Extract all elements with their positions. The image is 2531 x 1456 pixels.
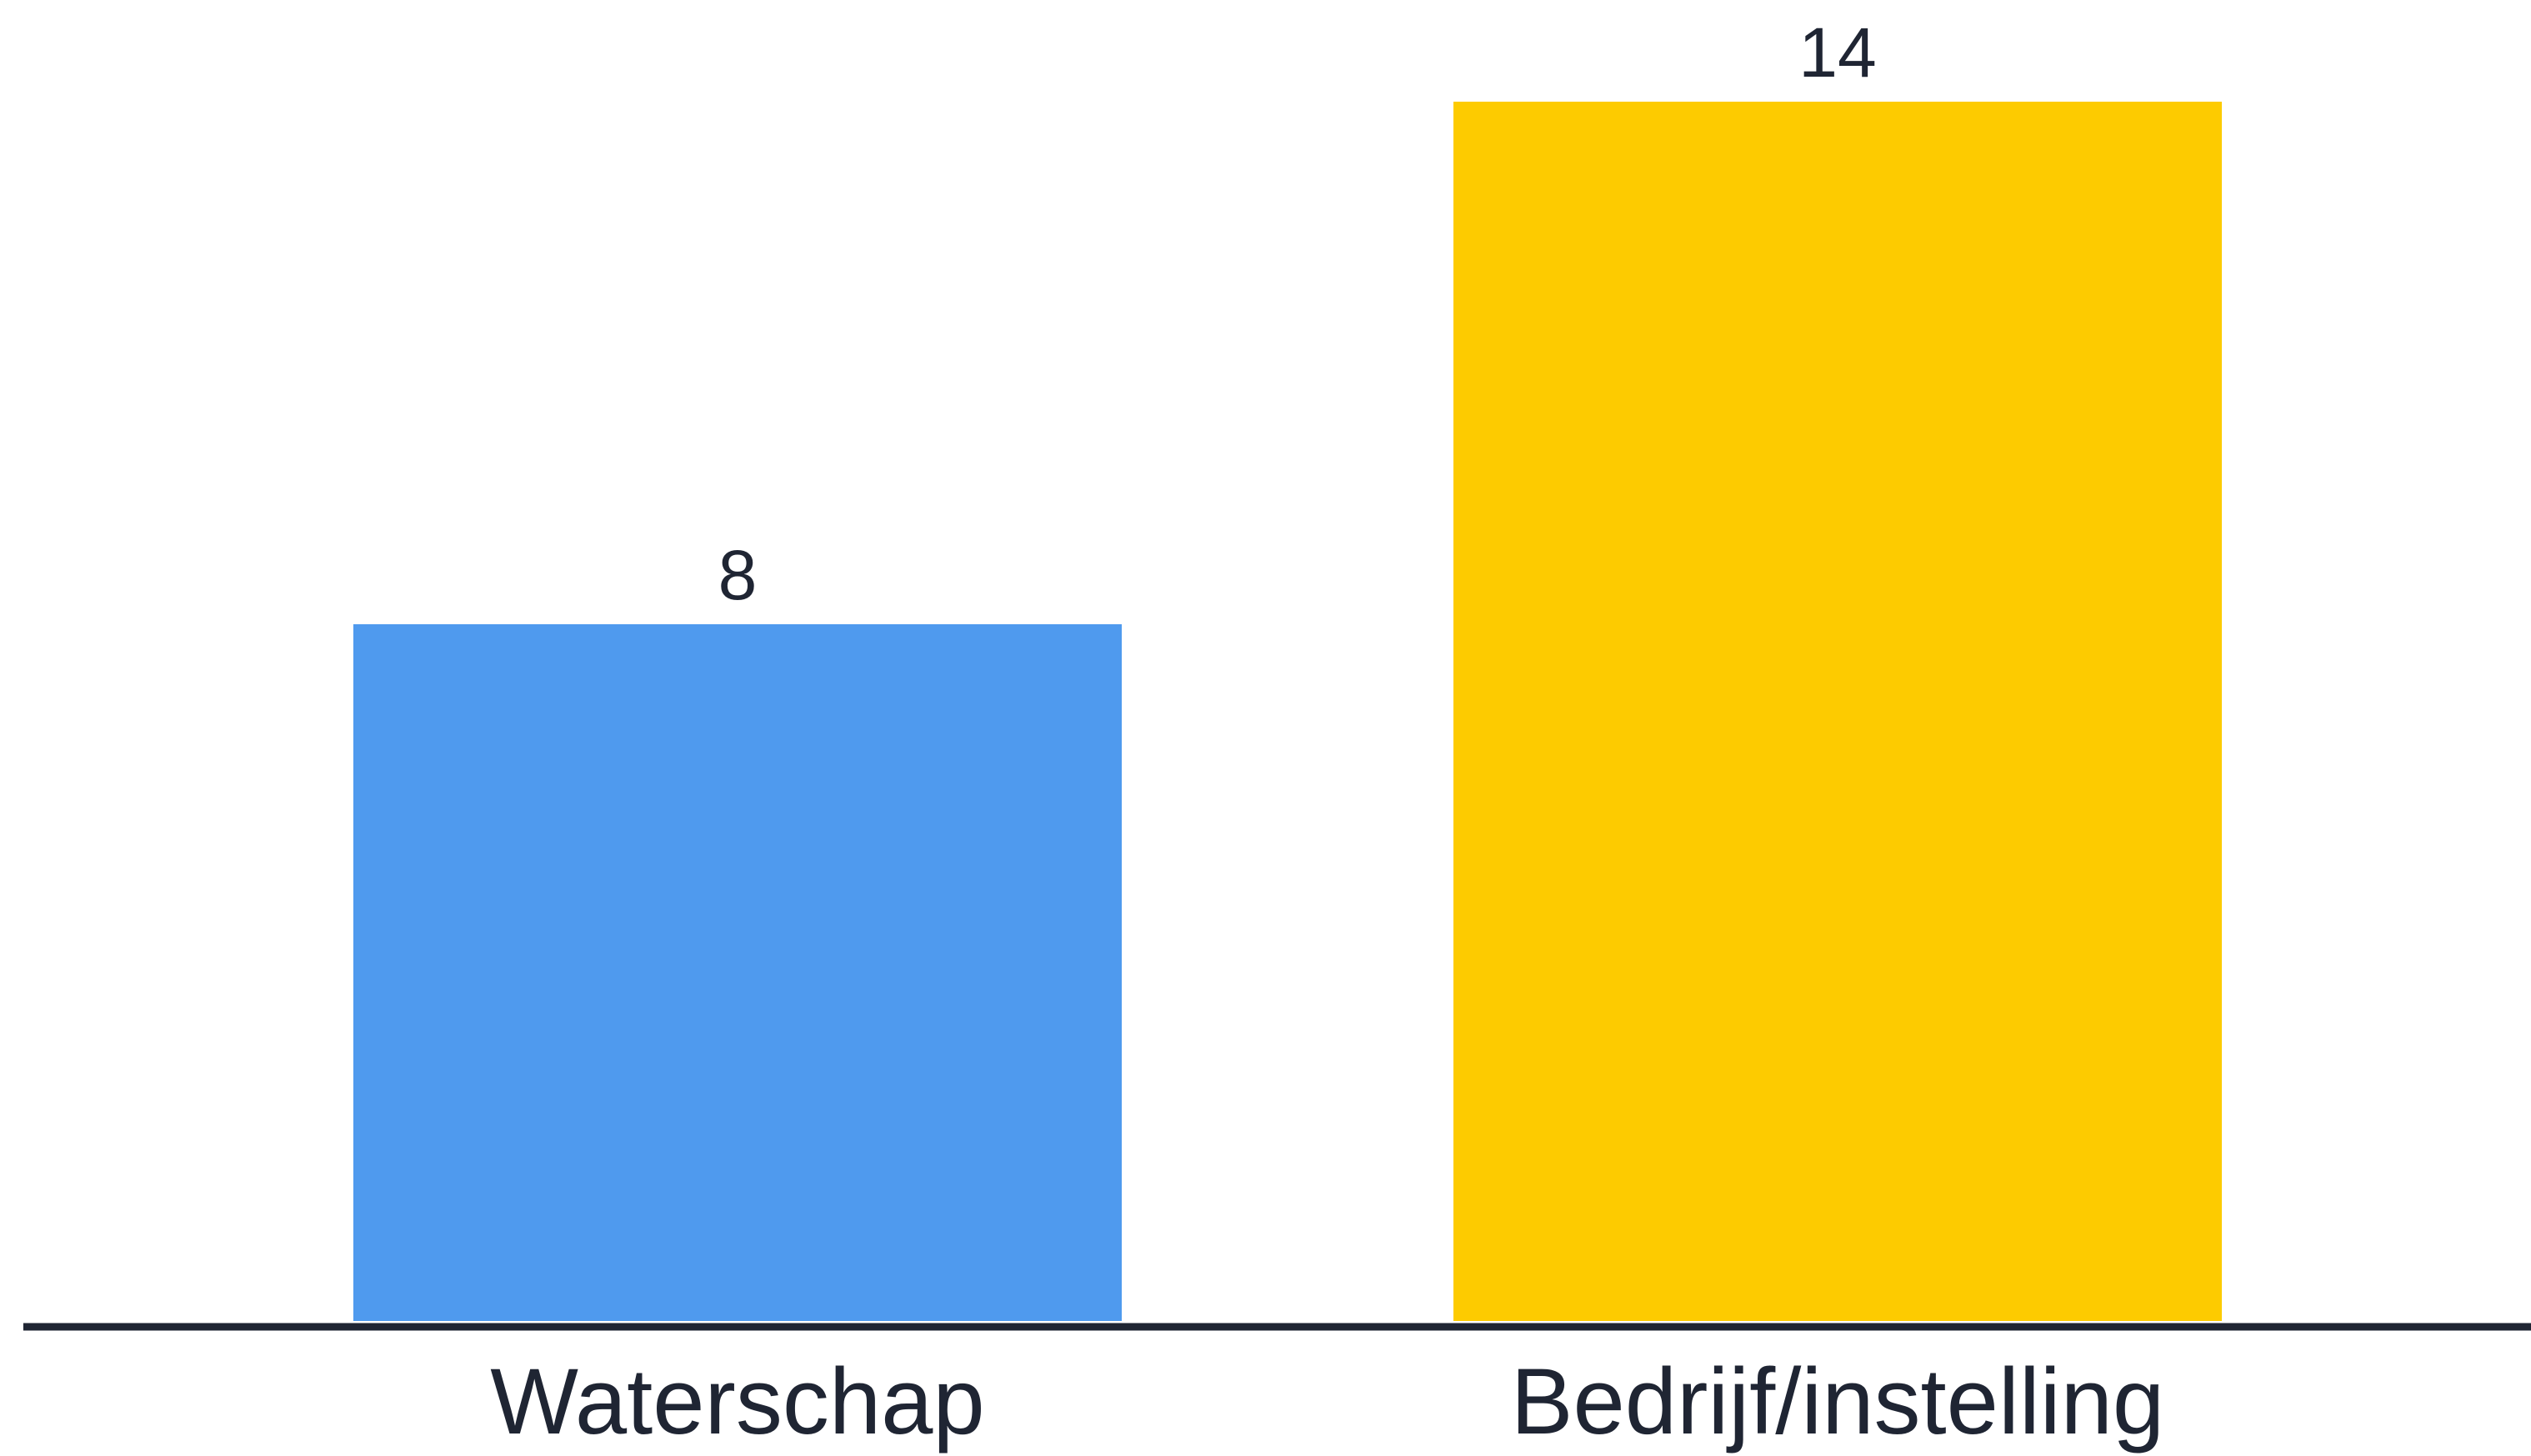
category-label: Bedrijf/instelling [1511,1349,2164,1453]
value-label: 8 [718,536,758,614]
value-label: 14 [1798,13,1876,92]
category-label: Waterschap [490,1349,984,1453]
bar-waterschap [353,624,1122,1321]
bars-group [353,102,2222,1321]
category-labels-group: Waterschap Bedrijf/instelling [490,1349,2164,1453]
bar-bedrijf-instelling [1453,102,2222,1321]
value-labels-group: 8 14 [718,13,1877,614]
